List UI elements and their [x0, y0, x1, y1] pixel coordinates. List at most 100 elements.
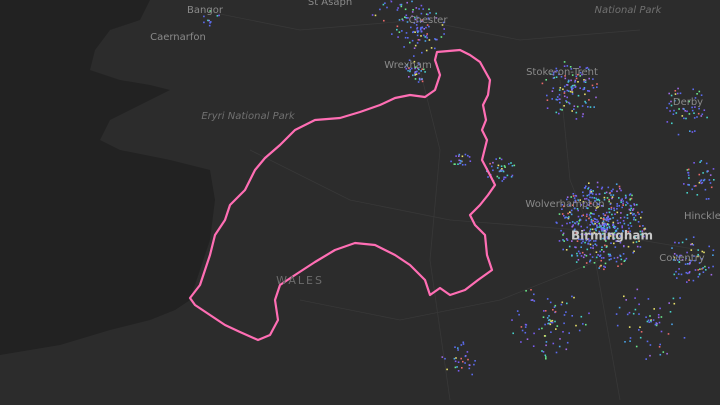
settlement-dot [685, 257, 687, 260]
settlement-dot [398, 19, 401, 21]
settlement-dot [567, 212, 569, 215]
settlement-dot [627, 245, 630, 248]
settlement-dot [521, 329, 524, 332]
settlement-dot [518, 313, 520, 316]
settlement-dot [707, 198, 710, 200]
settlement-dot [573, 235, 575, 237]
settlement-dot [450, 160, 452, 163]
settlement-dot [593, 217, 596, 220]
settlement-dot [615, 260, 618, 263]
settlement-dot [397, 7, 399, 9]
settlement-dot [578, 220, 581, 222]
settlement-dot [419, 28, 422, 31]
settlement-dot [637, 221, 640, 223]
settlement-dot [572, 204, 574, 206]
settlement-dot [603, 214, 606, 217]
settlement-dot [417, 30, 420, 32]
settlement-dot [556, 69, 558, 72]
place-label: Eryri National Park [201, 111, 296, 122]
settlement-dot [639, 225, 641, 227]
settlement-dot [414, 44, 417, 47]
settlement-dot [422, 8, 424, 10]
settlement-dot [594, 220, 596, 223]
settlement-dot [613, 227, 616, 229]
settlement-dot [555, 67, 558, 70]
settlement-dot [592, 247, 594, 249]
settlement-dot [209, 10, 211, 12]
settlement-dot [657, 316, 660, 319]
settlement-dot [712, 168, 715, 170]
settlement-dot [574, 79, 577, 82]
settlement-dot [602, 213, 605, 215]
settlement-dot [708, 245, 710, 248]
settlement-dot [417, 62, 420, 64]
settlement-dot [660, 316, 663, 318]
settlement-dot [615, 240, 617, 242]
settlement-dot [605, 240, 607, 242]
settlement-dot [710, 273, 713, 276]
settlement-dot [628, 311, 631, 314]
settlement-dot [497, 164, 500, 167]
settlement-dot [600, 205, 603, 207]
settlement-dot [690, 243, 692, 246]
settlement-dot [532, 345, 535, 347]
settlement-dot [411, 15, 413, 18]
settlement-dot [577, 73, 579, 76]
settlement-dot [588, 77, 590, 80]
settlement-dot [525, 290, 527, 292]
settlement-dot [418, 8, 420, 10]
settlement-dot [608, 255, 611, 257]
settlement-dot [631, 194, 633, 197]
settlement-dot [559, 338, 561, 340]
settlement-dot [613, 209, 616, 212]
settlement-dot [650, 319, 652, 322]
settlement-dot [542, 316, 545, 318]
settlement-dot [585, 219, 587, 222]
settlement-dot [549, 73, 552, 75]
settlement-dot [609, 217, 611, 220]
settlement-dot [551, 98, 553, 100]
settlement-dot [596, 83, 598, 85]
settlement-dot [500, 169, 502, 171]
settlement-dot [687, 172, 690, 174]
settlement-dot [610, 242, 612, 244]
settlement-dot [416, 42, 419, 44]
settlement-dot [575, 246, 577, 249]
settlement-dot [418, 78, 421, 81]
settlement-dot [549, 301, 552, 304]
settlement-dot [604, 214, 607, 216]
settlement-dot [633, 203, 635, 205]
settlement-dot [688, 271, 691, 273]
settlement-dot [414, 67, 416, 70]
settlement-dot [396, 28, 398, 31]
settlement-dot [496, 167, 499, 169]
settlement-dot [666, 107, 668, 109]
settlement-dot [412, 31, 414, 34]
settlement-dot [524, 323, 527, 326]
settlement-dot [650, 320, 652, 323]
settlement-dot [460, 357, 462, 360]
settlement-dot [585, 215, 588, 218]
settlement-dot [701, 181, 704, 184]
settlement-dot [415, 7, 418, 9]
settlement-dot [414, 72, 416, 74]
settlement-dot [673, 253, 676, 255]
settlement-dot [430, 47, 433, 49]
settlement-dot [601, 246, 603, 248]
place-label: Wolverhampton [525, 199, 604, 210]
settlement-dot [599, 224, 601, 226]
settlement-dot [415, 73, 418, 75]
settlement-dot [638, 303, 640, 306]
settlement-dot [564, 75, 566, 77]
settlement-dot [679, 254, 682, 257]
settlement-dot [545, 79, 547, 81]
settlement-dot [610, 194, 612, 196]
settlement-dot [441, 24, 444, 26]
settlement-dot [464, 153, 467, 156]
settlement-dot [649, 315, 651, 317]
settlement-dot [601, 186, 604, 189]
settlement-dot [703, 109, 706, 111]
settlement-dot [692, 88, 694, 91]
settlement-dot [575, 77, 578, 80]
settlement-dot [601, 222, 604, 224]
